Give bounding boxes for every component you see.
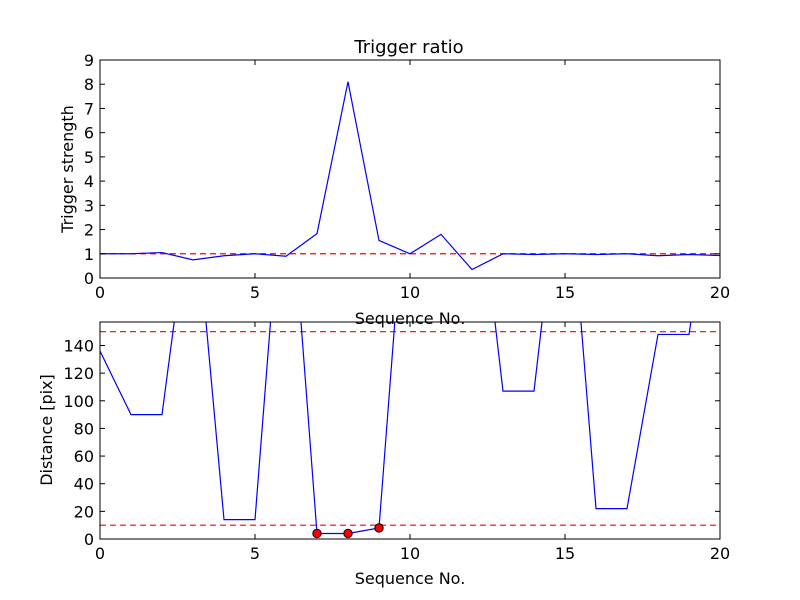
top-x-tick-label: 0 (95, 283, 105, 302)
bottom-subplot: 0 5 10 15 20 0 20 40 60 80 100 120 140 Sequence No.… (37, 321, 730, 588)
bottom-x-tick-label: 5 (250, 544, 260, 563)
bottom-y-tick-label: 0 (84, 530, 94, 549)
bottom-series-line-0 (100, 322, 692, 535)
bottom-markers (312, 523, 384, 539)
top-y-tick-label: 8 (84, 75, 94, 94)
top-series (100, 81, 720, 271)
bottom-marker-point (343, 528, 353, 539)
top-series-line-0 (100, 81, 720, 271)
bottom-y-tick-label: 100 (63, 392, 94, 411)
top-chart-title: Trigger ratio (353, 37, 463, 58)
bottom-y-axis-label: Distance [pix] (37, 374, 56, 486)
bottom-marker-point (374, 523, 384, 533)
bottom-x-tick-label: 0 (95, 544, 105, 563)
top-x-axis-label: Sequence No. (355, 309, 466, 328)
bottom-threshold-lines (100, 331, 720, 526)
top-x-tick-label: 5 (250, 283, 260, 302)
bottom-y-tick-label: 40 (74, 475, 94, 494)
top-y-tick-label: 4 (84, 172, 94, 191)
top-x-axis-ticks: 0 5 10 15 20 (95, 60, 730, 302)
top-x-tick-label: 10 (400, 283, 420, 302)
bottom-y-tick-label: 80 (74, 419, 94, 438)
bottom-y-tick-label: 20 (74, 502, 94, 521)
bottom-marker-point (312, 528, 322, 539)
top-x-tick-label: 15 (555, 283, 575, 302)
bottom-y-tick-label: 120 (63, 364, 94, 383)
bottom-x-axis-label: Sequence No. (355, 569, 466, 588)
top-y-tick-label: 3 (84, 196, 94, 215)
top-y-tick-label: 0 (84, 269, 94, 288)
top-y-tick-label: 9 (84, 51, 94, 70)
bottom-y-axis-ticks: 0 20 40 60 80 100 120 140 (63, 336, 720, 549)
bottom-series (100, 322, 692, 535)
top-y-axis-label: Trigger strength (58, 105, 77, 234)
top-y-tick-label: 5 (84, 148, 94, 167)
bottom-y-tick-label: 60 (74, 447, 94, 466)
top-y-axis-ticks: 0 1 2 3 4 5 6 7 8 9 (84, 51, 720, 288)
bottom-x-tick-label: 20 (710, 544, 730, 563)
top-y-tick-label: 6 (84, 124, 94, 143)
bottom-x-tick-label: 10 (400, 544, 420, 563)
bottom-x-tick-label: 15 (555, 544, 575, 563)
bottom-x-axis-ticks: 0 5 10 15 20 (95, 322, 730, 563)
top-y-tick-label: 7 (84, 99, 94, 118)
top-x-tick-label: 20 (710, 283, 730, 302)
top-y-tick-label: 1 (84, 245, 94, 264)
top-y-tick-label: 2 (84, 221, 94, 240)
bottom-y-tick-label: 140 (63, 336, 94, 355)
